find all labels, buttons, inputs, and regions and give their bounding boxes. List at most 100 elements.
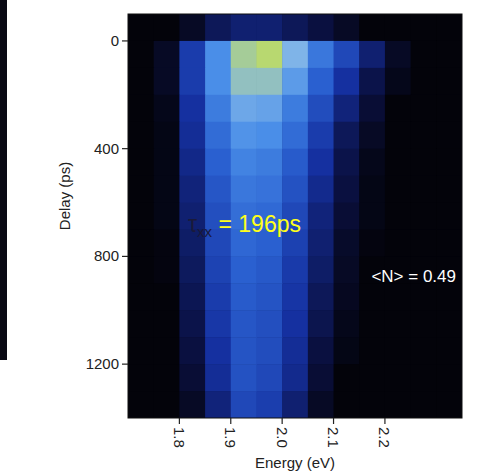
y-tick-label: 1200	[86, 355, 119, 372]
heatmap-cell	[154, 310, 180, 337]
heatmap-cell	[154, 95, 180, 122]
heatmap-cell	[282, 68, 308, 95]
heatmap-cell	[179, 337, 205, 364]
heatmap-cell	[308, 14, 334, 41]
heatmap-cell	[205, 256, 231, 283]
heatmap-cell	[205, 310, 231, 337]
heatmap-cell	[231, 256, 257, 283]
heatmap-cell	[128, 203, 154, 230]
heatmap-cell	[231, 122, 257, 149]
heatmap-cell	[179, 283, 205, 310]
heatmap-cell	[308, 95, 334, 122]
heatmap-cell	[359, 203, 385, 230]
heatmap-cell	[359, 95, 385, 122]
heatmap-cell	[256, 149, 282, 176]
plot-frame	[128, 14, 462, 418]
heatmap-cell	[154, 68, 180, 95]
x-tick-label: 1.8	[171, 427, 188, 448]
x-tick-label: 2.2	[376, 427, 393, 448]
y-tick	[122, 364, 128, 365]
heatmap-cell	[359, 176, 385, 203]
heatmap-cell	[308, 310, 334, 337]
heatmap-cell	[308, 337, 334, 364]
heatmap-cell	[334, 68, 360, 95]
heatmap-cell	[385, 229, 411, 256]
heatmap-cell	[231, 310, 257, 337]
heatmap-cell	[385, 176, 411, 203]
heatmap-cell	[359, 337, 385, 364]
y-tick-label: 400	[94, 140, 119, 157]
heatmap-cell	[231, 337, 257, 364]
heatmap-cell	[282, 256, 308, 283]
heatmap-cell	[231, 149, 257, 176]
heatmap-cell	[154, 256, 180, 283]
heatmap-cell	[436, 203, 462, 230]
heatmap-cell	[128, 256, 154, 283]
heatmap-cell	[154, 283, 180, 310]
heatmap-cell	[205, 122, 231, 149]
y-tick	[122, 148, 128, 149]
neighbor-panel-edge	[0, 0, 7, 360]
heatmap-cell	[436, 149, 462, 176]
heatmap-cell	[231, 95, 257, 122]
x-tick	[384, 418, 385, 424]
heatmap-cell	[385, 283, 411, 310]
heatmap-cell	[154, 337, 180, 364]
heatmap-cell	[205, 176, 231, 203]
heatmap-cell	[231, 176, 257, 203]
heatmap-cell	[308, 122, 334, 149]
heatmap-cell	[334, 310, 360, 337]
heatmap-cell	[308, 364, 334, 391]
heatmap-cell	[334, 41, 360, 68]
heatmap-cell	[256, 14, 282, 41]
heatmap-cell	[334, 203, 360, 230]
heatmap-cell	[231, 364, 257, 391]
heatmap-cell	[179, 364, 205, 391]
heatmap-cell	[282, 310, 308, 337]
heatmap-cell	[411, 310, 437, 337]
heatmap-cell	[436, 391, 462, 418]
heatmap-cell	[231, 41, 257, 68]
x-tick-label: 2.1	[325, 427, 342, 448]
y-tick	[122, 40, 128, 41]
heatmap-cell	[334, 176, 360, 203]
heatmap-cell	[308, 176, 334, 203]
heatmap-cell	[411, 203, 437, 230]
heatmap-cell	[282, 95, 308, 122]
heatmap-cell	[411, 68, 437, 95]
heatmap-cell	[128, 176, 154, 203]
y-axis-title: Delay (ps)	[56, 162, 73, 230]
heatmap-cell	[256, 337, 282, 364]
heatmap-cell	[205, 95, 231, 122]
heatmap-cell	[256, 176, 282, 203]
annotation: <N> = 0.49	[371, 267, 456, 286]
y-tick	[122, 256, 128, 257]
heatmap-cell	[231, 14, 257, 41]
heatmap-cell	[334, 391, 360, 418]
heatmap-cell	[128, 95, 154, 122]
plot-background	[128, 14, 462, 418]
heatmap-cell	[436, 229, 462, 256]
heatmap-cell	[308, 283, 334, 310]
heatmap-cell	[128, 337, 154, 364]
y-tick-label: 0	[111, 32, 119, 49]
heatmap-cell	[359, 122, 385, 149]
heatmap-cell	[179, 149, 205, 176]
annotation-text: = 196ps	[212, 211, 301, 237]
heatmap-cell	[385, 95, 411, 122]
heatmap-cell	[436, 364, 462, 391]
heatmap-cell	[154, 229, 180, 256]
heatmap-cell	[282, 14, 308, 41]
heatmap-cell	[256, 256, 282, 283]
heatmap-cell	[436, 122, 462, 149]
x-tick-label: 1.9	[222, 427, 239, 448]
heatmap-cell	[128, 229, 154, 256]
chart: 040080012001.81.92.02.12.2Energy (eV)Del…	[0, 0, 492, 474]
heatmap-cell	[411, 122, 437, 149]
heatmap-cell	[256, 95, 282, 122]
x-axis-title: Energy (eV)	[255, 454, 335, 471]
heatmap-cell	[385, 203, 411, 230]
annotation-subscript: xx	[197, 223, 213, 240]
heatmap-cell	[179, 122, 205, 149]
heatmap-cell	[282, 391, 308, 418]
